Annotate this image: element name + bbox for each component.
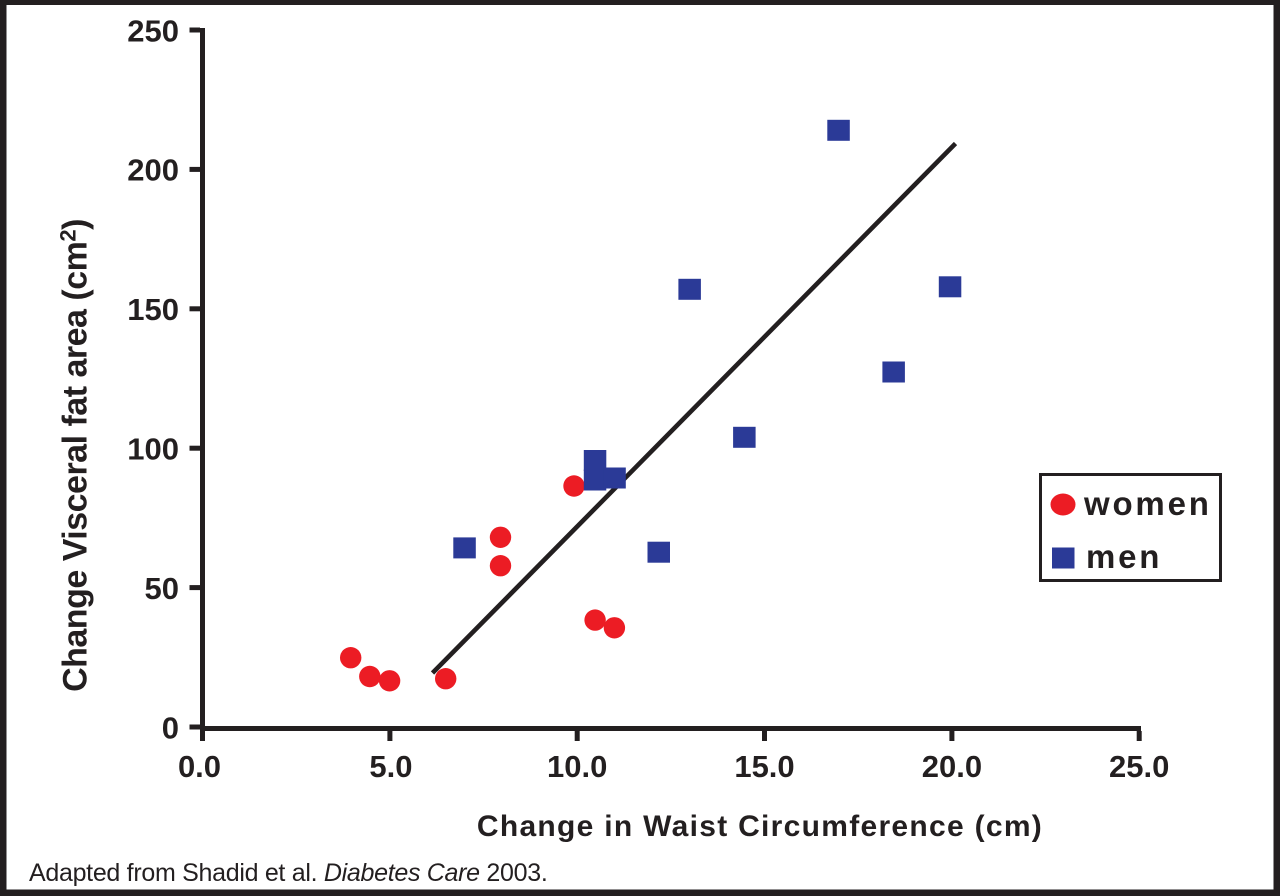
svg-text:50: 50 xyxy=(145,571,179,606)
svg-text:20.0: 20.0 xyxy=(922,749,982,784)
svg-text:women: women xyxy=(1083,485,1212,522)
svg-text:200: 200 xyxy=(127,153,179,188)
svg-text:Adapted from Shadid et al. Dia: Adapted from Shadid et al. Diabetes Care… xyxy=(29,859,548,887)
svg-text:150: 150 xyxy=(127,292,179,327)
svg-text:Change in Waist Circumference: Change in Waist Circumference (cm) xyxy=(477,810,1043,843)
svg-text:men: men xyxy=(1086,538,1162,575)
svg-text:0.0: 0.0 xyxy=(178,749,221,784)
svg-text:250: 250 xyxy=(127,13,179,48)
svg-text:25.0: 25.0 xyxy=(1109,749,1169,784)
svg-text:100: 100 xyxy=(127,432,179,467)
svg-text:10.0: 10.0 xyxy=(547,749,607,784)
svg-text:5.0: 5.0 xyxy=(369,749,412,784)
svg-text:15.0: 15.0 xyxy=(734,749,794,784)
svg-text:Change Visceral fat area (cm2): Change Visceral fat area (cm2) xyxy=(56,219,95,692)
svg-text:0: 0 xyxy=(162,710,179,745)
